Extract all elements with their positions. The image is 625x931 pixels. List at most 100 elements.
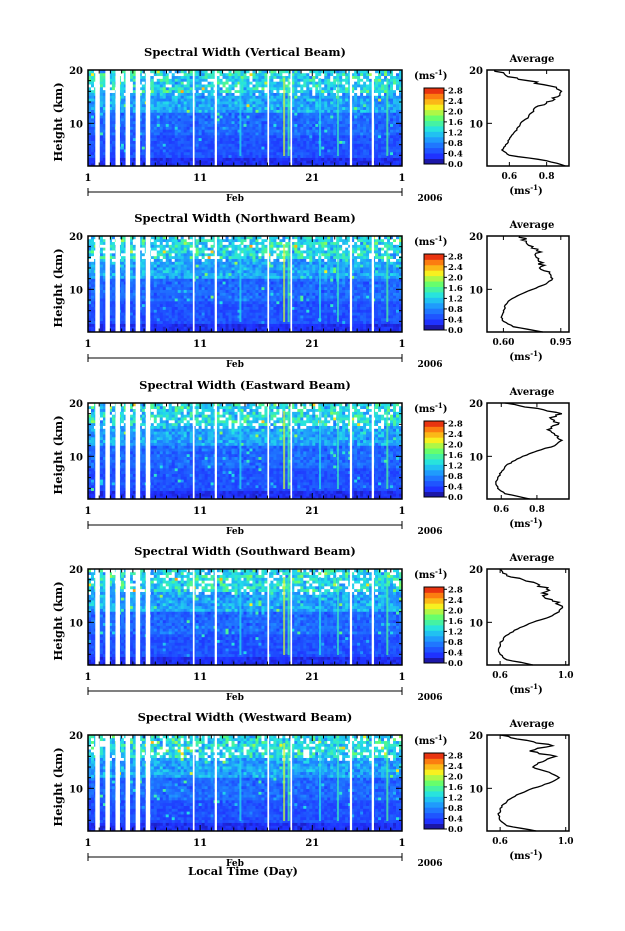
average-x-tick-label: 0.60 bbox=[492, 338, 514, 348]
colorbar-tick-label: 1.6 bbox=[448, 118, 463, 128]
average-x-tick-label: 0.6 bbox=[492, 837, 508, 847]
colorbar-tick-label: 2.8 bbox=[448, 86, 463, 96]
colorbar-tick-label: 2.0 bbox=[448, 606, 463, 616]
average-x-tick-label: 0.6 bbox=[492, 671, 508, 681]
average-x-axis-label: (ms-1) bbox=[509, 183, 542, 197]
colorbar-tick-label: 2.0 bbox=[448, 273, 463, 283]
x-ticks bbox=[87, 569, 403, 665]
y-tick-label: 20 bbox=[69, 731, 83, 742]
colorbar-tick-label: 0.4 bbox=[448, 482, 463, 492]
x-ticks bbox=[87, 735, 403, 831]
month-label: Feb bbox=[226, 693, 244, 703]
y-tick-label: 20 bbox=[69, 232, 83, 243]
x-ticks bbox=[87, 403, 403, 499]
average-frame bbox=[486, 734, 570, 832]
colorbar-tick-label: 0.0 bbox=[448, 493, 463, 503]
colorbar-tick-label: 0.4 bbox=[448, 814, 463, 824]
colorbar: (ms-1) 0.00.40.81.21.62.02.42.8 bbox=[414, 733, 463, 835]
x-tick-label: 1 bbox=[399, 838, 406, 849]
x-tick-label: 1 bbox=[85, 838, 92, 849]
panel-title: Spectral Width (Westward Beam) bbox=[138, 710, 353, 724]
colorbar-tick-label: 0.4 bbox=[448, 315, 463, 325]
heatmap bbox=[88, 735, 403, 832]
colorbar-frame bbox=[423, 420, 445, 498]
colorbar-tick-label: 1.2 bbox=[448, 128, 463, 138]
colorbar-tick-label: 2.4 bbox=[448, 263, 463, 273]
y-axis-label: Height (km) bbox=[51, 248, 65, 327]
average-frame bbox=[486, 568, 570, 666]
x-tick-label: 1 bbox=[85, 672, 92, 683]
average-x-tick-label: 0.6 bbox=[493, 505, 509, 515]
average-x-tick-label: 0.8 bbox=[529, 505, 545, 515]
average-profile: Average 0.6 0.8 10 20 (ms-1) bbox=[469, 387, 570, 530]
average-x-axis-label: (ms-1) bbox=[509, 682, 542, 696]
colorbar-tick-label: 0.8 bbox=[448, 804, 463, 814]
colorbar-tick-label: 2.4 bbox=[448, 596, 463, 606]
average-frame bbox=[486, 69, 570, 167]
colorbar-tick-label: 2.8 bbox=[448, 585, 463, 595]
x-tick-label: 1 bbox=[399, 506, 406, 517]
x-tick-label: 21 bbox=[305, 672, 319, 683]
colorbar-tick-label: 0.8 bbox=[448, 638, 463, 648]
y-axis-label: Height (km) bbox=[51, 415, 65, 494]
average-title: Average bbox=[509, 54, 555, 65]
average-title: Average bbox=[509, 220, 555, 231]
y-axis-label: Height (km) bbox=[51, 581, 65, 660]
colorbar-frame bbox=[423, 87, 445, 165]
colorbar: (ms-1) 0.00.40.81.21.62.02.42.8 bbox=[414, 68, 463, 170]
x-tick-label: 1 bbox=[85, 339, 92, 350]
average-y-tick-label: 10 bbox=[469, 784, 483, 795]
panel-title: Spectral Width (Eastward Beam) bbox=[139, 378, 351, 392]
x-tick-label: 11 bbox=[193, 339, 207, 350]
average-title: Average bbox=[509, 553, 555, 564]
average-x-tick-label: 0.6 bbox=[502, 172, 518, 182]
y-tick-label: 20 bbox=[69, 66, 83, 77]
colorbar-tick-label: 1.6 bbox=[448, 284, 463, 294]
colorbar-tick-label: 0.0 bbox=[448, 825, 463, 835]
panel-title: Spectral Width (Northward Beam) bbox=[134, 211, 356, 225]
colorbar-frame bbox=[423, 752, 445, 830]
x-tick-label: 21 bbox=[305, 506, 319, 517]
colorbar: (ms-1) 0.00.40.81.21.62.02.42.8 bbox=[414, 234, 463, 336]
average-y-tick-label: 10 bbox=[469, 452, 483, 463]
average-x-tick-label: 0.95 bbox=[550, 338, 572, 348]
x-tick-label: 1 bbox=[399, 672, 406, 683]
colorbar-tick-label: 2.4 bbox=[448, 430, 463, 440]
y-tick-label: 20 bbox=[69, 565, 83, 576]
x-tick-label: 1 bbox=[399, 173, 406, 184]
month-label: Feb bbox=[226, 859, 244, 869]
colorbar: (ms-1) 0.00.40.81.21.62.02.42.8 bbox=[414, 567, 463, 669]
average-x-tick-label: 1.0 bbox=[558, 671, 574, 681]
average-profile-line bbox=[497, 568, 564, 666]
colorbar-tick-label: 0.0 bbox=[448, 326, 463, 336]
colorbar-tick-label: 0.4 bbox=[448, 648, 463, 658]
average-y-tick-label: 20 bbox=[469, 565, 483, 576]
panel-3: Spectral Width (Southward Beam)1 11 21 1Feb… bbox=[51, 544, 574, 703]
average-y-tick-label: 20 bbox=[469, 731, 483, 742]
colorbar-tick-label: 0.0 bbox=[448, 160, 463, 170]
average-profile: Average 0.60 0.95 10 20 (ms-1) bbox=[469, 220, 572, 363]
x-ticks bbox=[87, 70, 403, 166]
month-label: Feb bbox=[226, 360, 244, 370]
colorbar-unit: (ms-1) bbox=[414, 234, 447, 248]
panel-title: Spectral Width (Vertical Beam) bbox=[144, 45, 346, 59]
heatmap bbox=[88, 236, 403, 333]
average-y-tick-label: 10 bbox=[469, 119, 483, 130]
panel-title: Spectral Width (Southward Beam) bbox=[134, 544, 356, 558]
average-y-tick-label: 10 bbox=[469, 618, 483, 629]
colorbar-tick-label: 2.8 bbox=[448, 419, 463, 429]
y-tick-label: 10 bbox=[69, 119, 83, 130]
colorbar-tick-label: 2.0 bbox=[448, 107, 463, 117]
average-x-axis-label: (ms-1) bbox=[509, 349, 542, 363]
year-label: 2006 bbox=[417, 194, 442, 204]
y-axis-label: Height (km) bbox=[51, 747, 65, 826]
average-y-tick-label: 20 bbox=[469, 399, 483, 410]
average-frame bbox=[486, 402, 570, 500]
x-axis-label: Local Time (Day) bbox=[188, 864, 298, 878]
colorbar-tick-label: 1.2 bbox=[448, 627, 463, 637]
x-tick-label: 21 bbox=[305, 339, 319, 350]
colorbar-tick-label: 0.8 bbox=[448, 139, 463, 149]
year-label: 2006 bbox=[417, 360, 442, 370]
